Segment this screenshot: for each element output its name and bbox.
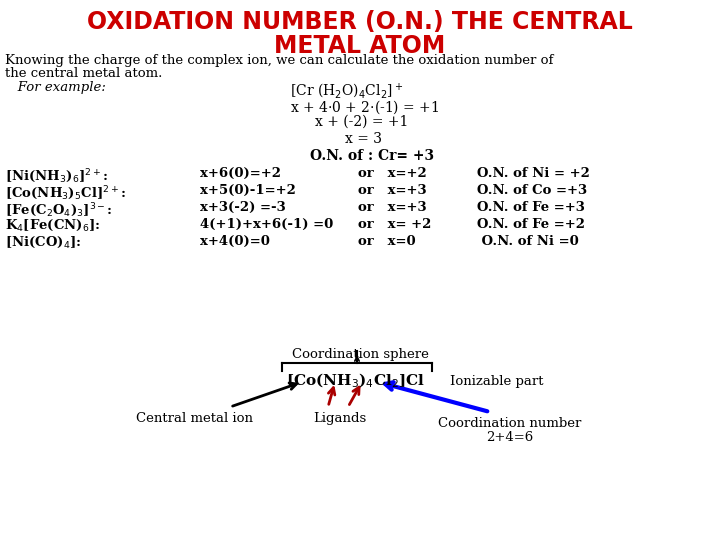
Text: or   x=+3: or x=+3 <box>358 184 427 197</box>
Text: For example:: For example: <box>5 81 106 94</box>
Text: or   x= +2: or x= +2 <box>358 218 431 231</box>
Text: Coordination number: Coordination number <box>438 417 582 430</box>
Text: O.N. of Co =+3: O.N. of Co =+3 <box>477 184 587 197</box>
Text: O.N. of Ni = +2: O.N. of Ni = +2 <box>477 167 590 180</box>
Text: [Fe(C$_2$O$_4$)$_3$]$^{3-}$:: [Fe(C$_2$O$_4$)$_3$]$^{3-}$: <box>5 201 112 219</box>
Text: [Co(NH$_3$)$_5$Cl]$^{2+}$:: [Co(NH$_3$)$_5$Cl]$^{2+}$: <box>5 184 126 202</box>
Text: the central metal atom.: the central metal atom. <box>5 67 163 80</box>
Text: Knowing the charge of the complex ion, we can calculate the oxidation number of: Knowing the charge of the complex ion, w… <box>5 54 554 67</box>
Text: K$_4$[Fe(CN)$_6$]:: K$_4$[Fe(CN)$_6$]: <box>5 218 101 233</box>
Text: x+6(0)=+2: x+6(0)=+2 <box>200 167 281 180</box>
Text: [Co(NH$_3$)$_4$Cl$_2$]Cl: [Co(NH$_3$)$_4$Cl$_2$]Cl <box>287 372 426 390</box>
Text: 2+4=6: 2+4=6 <box>487 431 534 444</box>
Text: O.N. of Ni =0: O.N. of Ni =0 <box>477 235 579 248</box>
Text: or   x=0: or x=0 <box>358 235 415 248</box>
Text: or   x=+2: or x=+2 <box>358 167 427 180</box>
Text: x+5(0)-1=+2: x+5(0)-1=+2 <box>200 184 296 197</box>
Text: Ligands: Ligands <box>313 412 366 425</box>
Text: x + 4$\cdot$0 + 2$\cdot$(-1) = +1: x + 4$\cdot$0 + 2$\cdot$(-1) = +1 <box>290 98 439 116</box>
Text: METAL ATOM: METAL ATOM <box>274 34 446 58</box>
Text: Central metal ion: Central metal ion <box>137 412 253 425</box>
Text: x+4(0)=0: x+4(0)=0 <box>200 235 270 248</box>
Text: x + (-2) = +1: x + (-2) = +1 <box>315 115 408 129</box>
Text: OXIDATION NUMBER (O.N.) THE CENTRAL: OXIDATION NUMBER (O.N.) THE CENTRAL <box>87 10 633 34</box>
Text: x = 3: x = 3 <box>345 132 382 146</box>
Text: [Ni(NH$_3$)$_6$]$^{2+}$:: [Ni(NH$_3$)$_6$]$^{2+}$: <box>5 167 108 185</box>
Text: O.N. of Fe =+3: O.N. of Fe =+3 <box>477 201 585 214</box>
Text: [Ni(CO)$_4$]:: [Ni(CO)$_4$]: <box>5 235 81 250</box>
Text: Coordination sphere: Coordination sphere <box>292 348 428 361</box>
Text: O.N. of Fe =+2: O.N. of Fe =+2 <box>477 218 585 231</box>
Text: 4(+1)+x+6(-1) =0: 4(+1)+x+6(-1) =0 <box>200 218 333 231</box>
Text: Ionizable part: Ionizable part <box>450 375 544 388</box>
Text: or   x=+3: or x=+3 <box>358 201 427 214</box>
Text: O.N. of : Cr= +3: O.N. of : Cr= +3 <box>310 149 434 163</box>
Text: x+3(-2) =-3: x+3(-2) =-3 <box>200 201 286 214</box>
Text: [Cr (H$_2$O)$_4$Cl$_2$]$^+$: [Cr (H$_2$O)$_4$Cl$_2$]$^+$ <box>290 81 403 100</box>
